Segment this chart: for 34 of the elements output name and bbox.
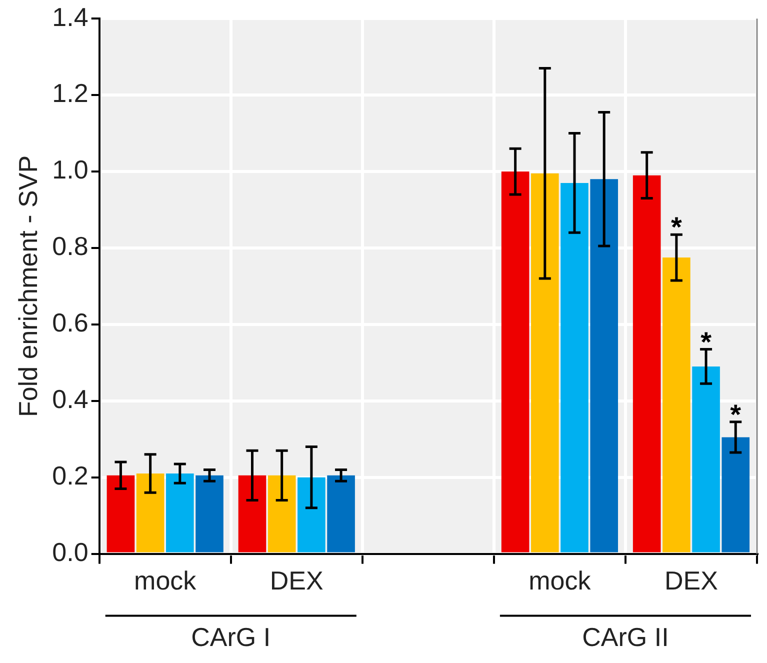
bar: [196, 475, 224, 552]
bar: [106, 475, 135, 552]
y-tick-label: 1.4: [52, 2, 88, 32]
bar: [501, 172, 530, 552]
y-tick-label: 0.0: [52, 536, 88, 567]
bar: [590, 179, 618, 552]
text: CArG I: [191, 622, 271, 652]
y-tick-label: 0.2: [52, 460, 88, 491]
bar: [136, 474, 164, 552]
bar: [560, 182, 588, 552]
bar: [530, 173, 559, 552]
y-tick-label: 1.2: [52, 78, 88, 108]
x-tick-label: DEX: [664, 566, 718, 596]
bar: [327, 475, 355, 552]
data-label: *: [730, 398, 742, 430]
text: CArG II: [582, 622, 669, 652]
bar: [166, 474, 194, 552]
data-label: *: [700, 326, 712, 358]
bar: [238, 475, 266, 552]
x-tick-label: DEX: [270, 566, 324, 596]
x-tick-label: mock: [134, 566, 198, 596]
bar: [632, 175, 661, 552]
y-tick-label: 0.4: [52, 384, 88, 414]
bar: [298, 477, 326, 552]
bar: [722, 437, 750, 552]
y-tick-label: 0.8: [52, 231, 88, 262]
data-label: *: [670, 212, 682, 243]
y-tick-label: 1.0: [52, 154, 88, 185]
y-tick-label: 0.6: [52, 308, 88, 338]
bar: [268, 475, 296, 552]
bar: [662, 258, 690, 552]
bar: [692, 366, 720, 552]
x-tick-label: mock: [528, 566, 592, 596]
y-axis-title: Fold enrichment - SVP: [12, 155, 43, 417]
